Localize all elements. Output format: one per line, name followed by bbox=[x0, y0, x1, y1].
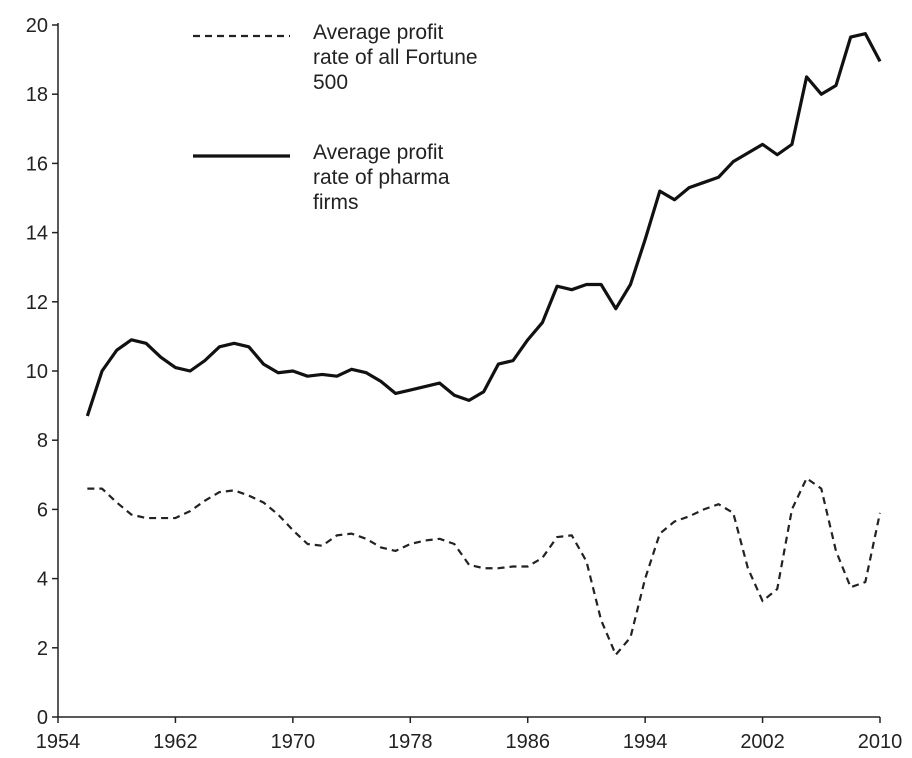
series-line bbox=[85, 32, 882, 417]
x-tick-label: 2010 bbox=[858, 731, 903, 753]
y-tick-label: 16 bbox=[26, 153, 48, 175]
y-tick-label: 6 bbox=[37, 499, 48, 521]
y-tick-label: 12 bbox=[26, 292, 48, 314]
x-tick-label: 2002 bbox=[740, 731, 785, 753]
legend-label: Average profit rate of all Fortune 500 bbox=[313, 21, 478, 94]
x-tick-label: 1954 bbox=[36, 731, 81, 753]
y-tick-label: 0 bbox=[37, 707, 48, 729]
y-tick-label: 10 bbox=[26, 361, 48, 383]
y-tick-label: 18 bbox=[26, 84, 48, 106]
x-tick-label: 1978 bbox=[388, 731, 433, 753]
x-tick-label: 1962 bbox=[153, 731, 198, 753]
y-tick-label: 4 bbox=[37, 569, 48, 591]
y-tick-label: 20 bbox=[26, 15, 48, 37]
x-tick-label: 1994 bbox=[623, 731, 668, 753]
x-tick-label: 1970 bbox=[271, 731, 316, 753]
legend-label: Average profit rate of pharma firms bbox=[313, 141, 450, 214]
y-tick-label: 8 bbox=[37, 430, 48, 452]
y-tick-label: 2 bbox=[37, 638, 48, 660]
series-line bbox=[87, 477, 882, 656]
x-tick-label: 1986 bbox=[505, 731, 550, 753]
y-tick-label: 14 bbox=[26, 223, 48, 245]
